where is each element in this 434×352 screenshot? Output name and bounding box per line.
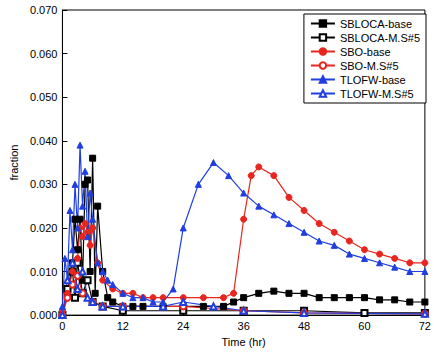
svg-text:0.010: 0.010 xyxy=(30,266,58,278)
svg-text:SBO-base: SBO-base xyxy=(340,46,391,58)
svg-text:0: 0 xyxy=(59,320,65,332)
svg-text:72: 72 xyxy=(419,320,431,332)
svg-text:24: 24 xyxy=(177,320,189,332)
svg-text:0.070: 0.070 xyxy=(30,4,58,16)
svg-text:0.030: 0.030 xyxy=(30,178,58,190)
svg-text:48: 48 xyxy=(298,320,310,332)
svg-text:60: 60 xyxy=(358,320,370,332)
svg-text:0.000: 0.000 xyxy=(30,309,58,321)
svg-text:SBO-M.S#5: SBO-M.S#5 xyxy=(340,60,399,72)
svg-text:TLOFW-base: TLOFW-base xyxy=(340,74,406,86)
svg-text:SBLOCA-base: SBLOCA-base xyxy=(340,18,412,30)
svg-text:36: 36 xyxy=(238,320,250,332)
svg-text:0.040: 0.040 xyxy=(30,135,58,147)
svg-text:12: 12 xyxy=(117,320,129,332)
svg-text:0.060: 0.060 xyxy=(30,48,58,60)
svg-text:SBLOCA-M.S#5: SBLOCA-M.S#5 xyxy=(340,32,420,44)
svg-text:0.020: 0.020 xyxy=(30,222,58,234)
svg-text:0.050: 0.050 xyxy=(30,91,58,103)
svg-text:fraction: fraction xyxy=(8,145,20,181)
svg-text:TLOFW-M.S#5: TLOFW-M.S#5 xyxy=(340,88,414,100)
svg-text:Time (hr): Time (hr) xyxy=(222,336,266,348)
